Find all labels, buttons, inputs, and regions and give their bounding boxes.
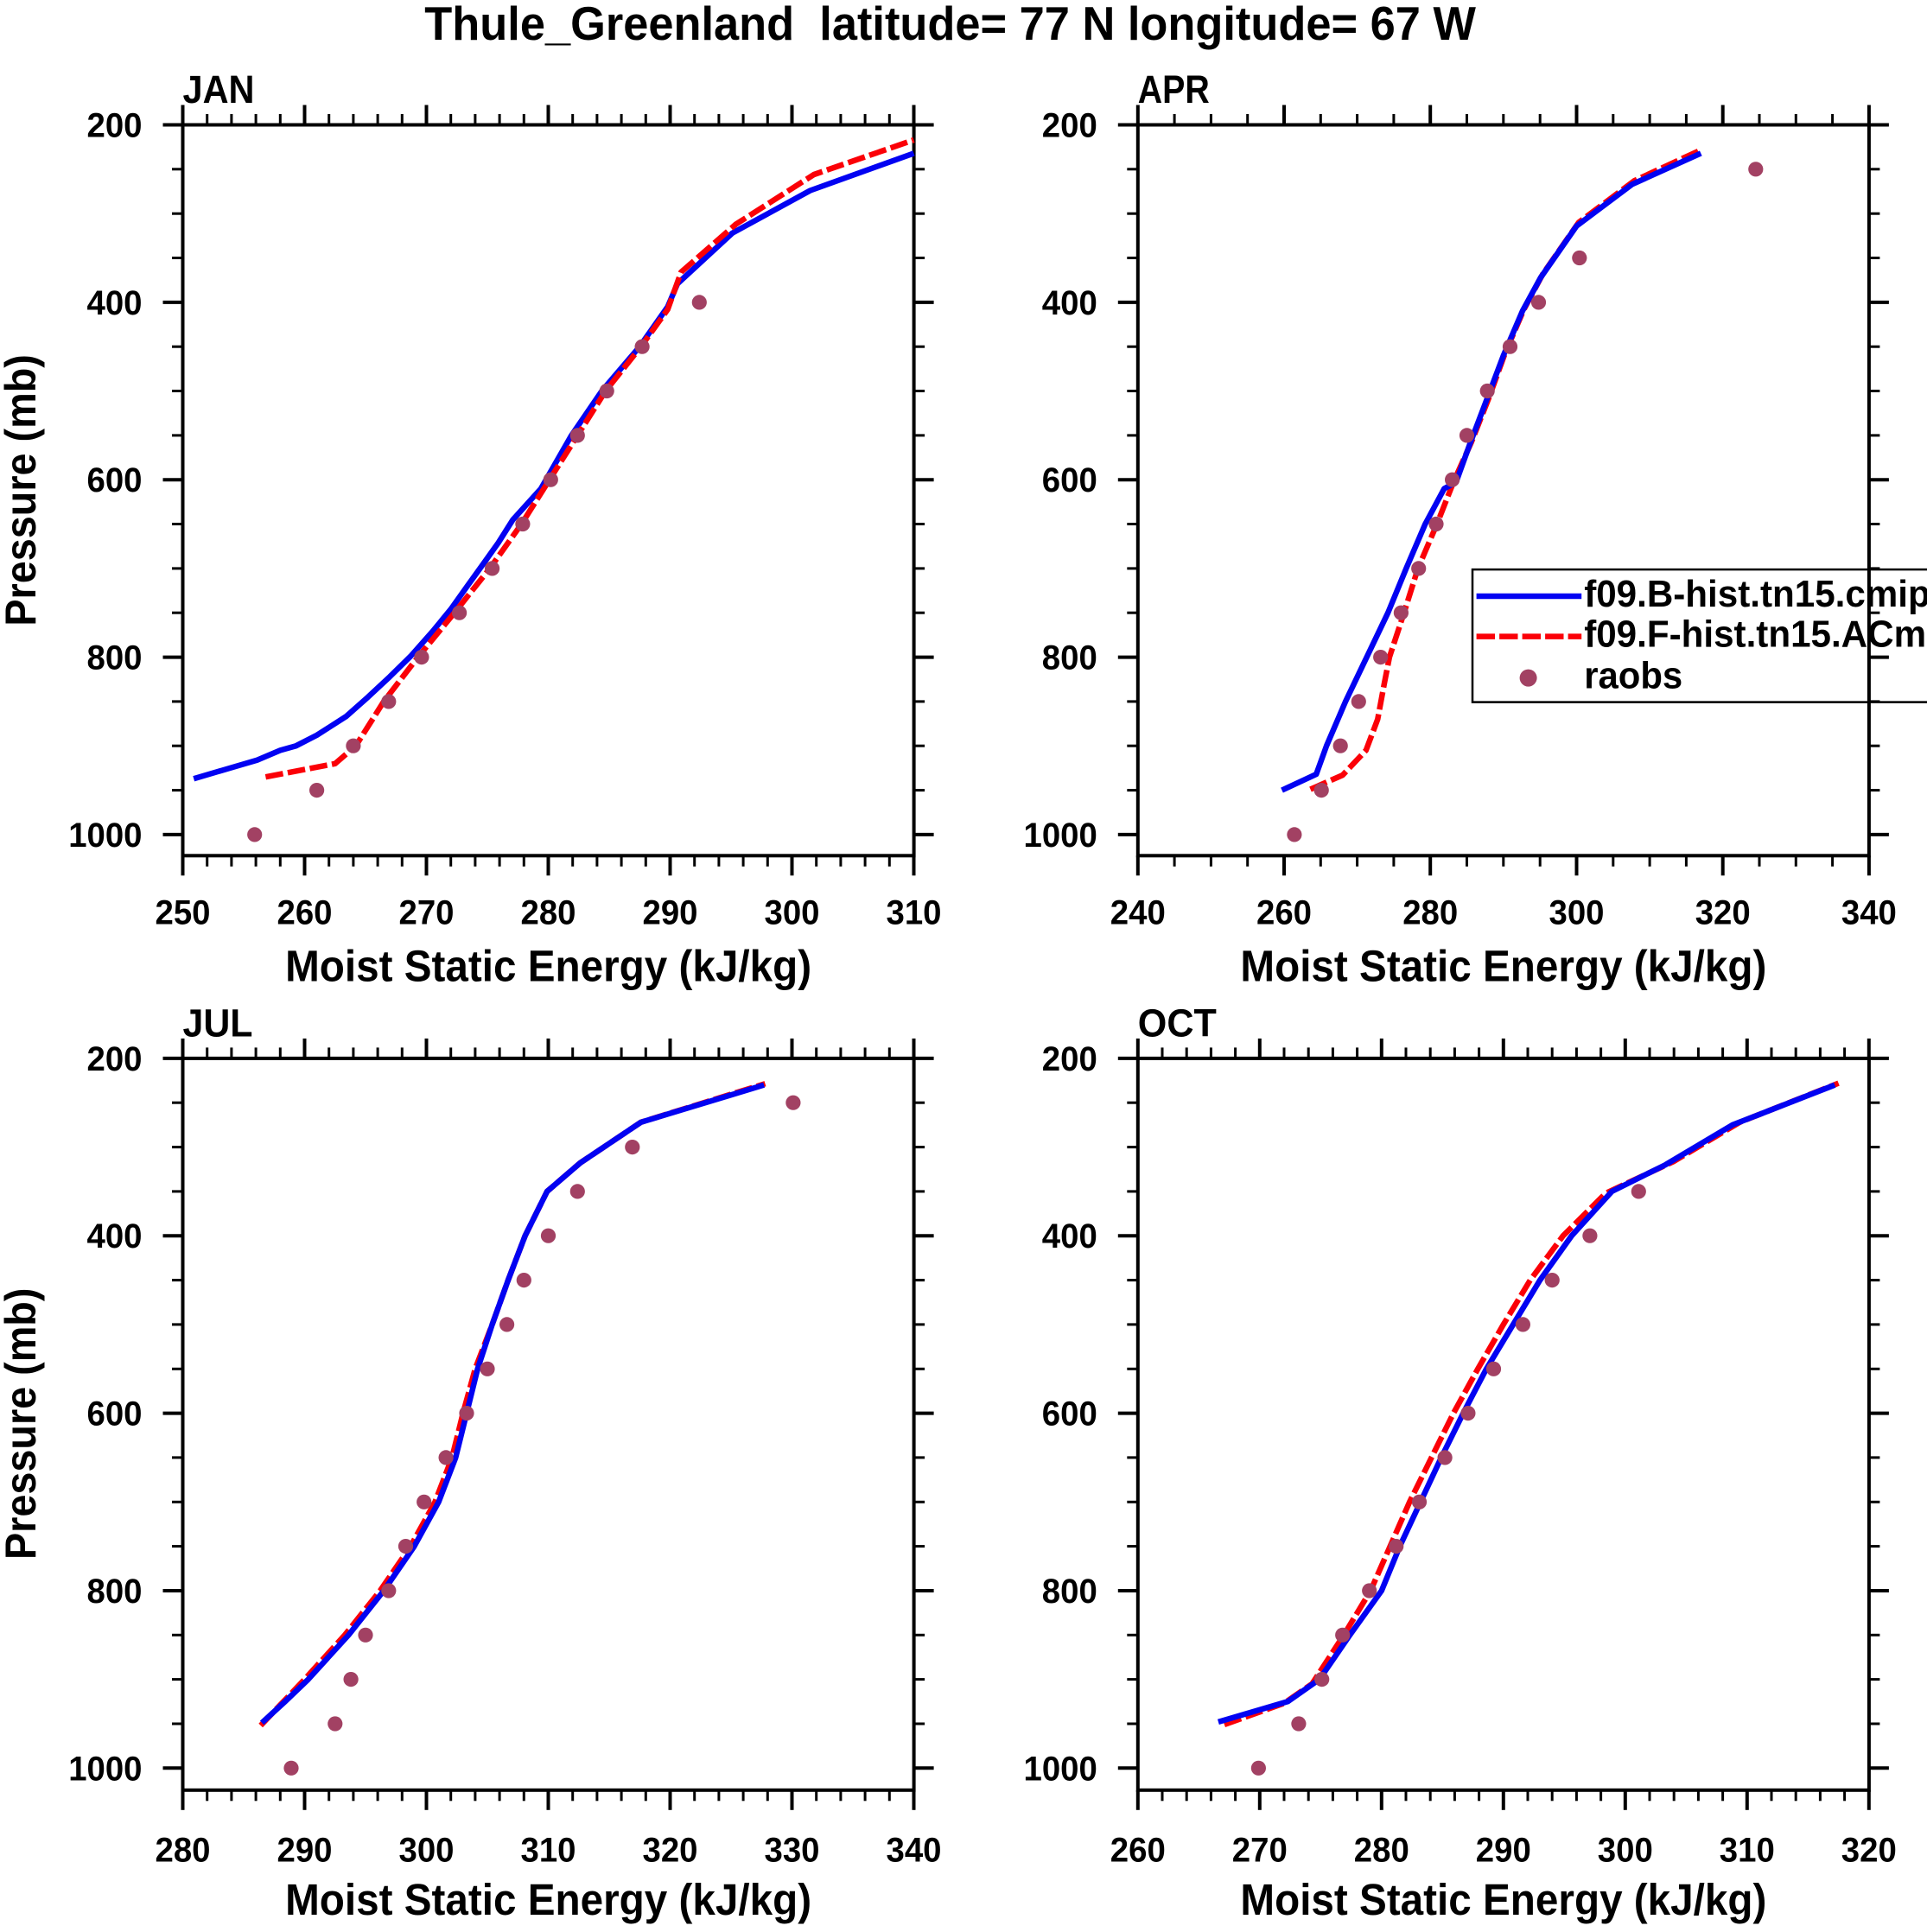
svg-text:320: 320 [1695,893,1751,931]
svg-text:Thule_Greenland latitude= 77: Thule_Greenland latitude= 77 N longitude… [424,0,1476,50]
svg-text:APR: APR [1138,67,1210,111]
svg-text:Moist Static Energy (kJ/kg): Moist Static Energy (kJ/kg) [1240,942,1766,991]
svg-text:400: 400 [87,284,143,322]
svg-text:600: 600 [87,461,143,499]
svg-text:Moist Static Energy (kJ/kg): Moist Static Energy (kJ/kg) [285,1875,811,1924]
svg-text:200: 200 [1042,1040,1097,1078]
svg-text:290: 290 [277,1832,333,1870]
svg-text:240: 240 [1110,893,1166,931]
svg-text:400: 400 [1042,284,1097,322]
svg-text:340: 340 [887,1832,942,1870]
svg-text:Pressure (mb): Pressure (mb) [0,1288,45,1560]
svg-text:300: 300 [1598,1832,1653,1870]
svg-text:Moist Static Energy (kJ/kg): Moist Static Energy (kJ/kg) [1240,1875,1766,1924]
svg-text:800: 800 [87,1573,143,1611]
svg-text:310: 310 [521,1832,576,1870]
svg-text:400: 400 [1042,1217,1097,1255]
svg-text:200: 200 [87,107,143,145]
svg-text:290: 290 [1476,1832,1531,1870]
svg-text:200: 200 [87,1040,143,1078]
svg-text:600: 600 [87,1395,143,1433]
svg-text:200: 200 [1042,107,1097,145]
svg-text:310: 310 [1720,1832,1775,1870]
svg-text:f09.B-hist.tn15.cmip6: f09.B-hist.tn15.cmip6 [1584,574,1927,615]
svg-text:260: 260 [277,893,333,931]
svg-text:800: 800 [1042,639,1097,677]
svg-text:1000: 1000 [68,1750,142,1788]
svg-text:raobs: raobs [1584,656,1682,697]
svg-text:800: 800 [1042,1573,1097,1611]
svg-text:270: 270 [399,893,455,931]
svg-text:600: 600 [1042,1395,1097,1433]
svg-text:1000: 1000 [68,817,142,855]
svg-text:300: 300 [399,1832,455,1870]
svg-text:Pressure (mb): Pressure (mb) [0,354,45,626]
svg-text:280: 280 [1354,1832,1409,1870]
svg-text:330: 330 [765,1832,820,1870]
svg-text:JAN: JAN [183,67,255,111]
svg-text:Moist Static Energy (kJ/kg): Moist Static Energy (kJ/kg) [285,942,811,991]
svg-text:1000: 1000 [1024,1750,1097,1788]
svg-text:250: 250 [156,893,211,931]
svg-text:320: 320 [643,1832,698,1870]
svg-text:290: 290 [643,893,698,931]
svg-text:320: 320 [1841,1832,1897,1870]
svg-text:260: 260 [1256,893,1312,931]
svg-text:260: 260 [1110,1832,1166,1870]
svg-text:310: 310 [887,893,942,931]
svg-text:340: 340 [1841,893,1897,931]
svg-text:800: 800 [87,639,143,677]
svg-text:300: 300 [1549,893,1605,931]
svg-text:OCT: OCT [1138,1001,1217,1045]
svg-text:280: 280 [156,1832,211,1870]
svg-text:270: 270 [1232,1832,1288,1870]
svg-text:600: 600 [1042,461,1097,499]
svg-text:280: 280 [521,893,576,931]
svg-text:400: 400 [87,1217,143,1255]
svg-text:300: 300 [765,893,820,931]
svg-text:JUL: JUL [183,1001,253,1045]
svg-text:f09.F-hist.tn15.ACmE: f09.F-hist.tn15.ACmE [1584,614,1927,656]
svg-text:280: 280 [1402,893,1458,931]
svg-text:1000: 1000 [1024,817,1097,855]
